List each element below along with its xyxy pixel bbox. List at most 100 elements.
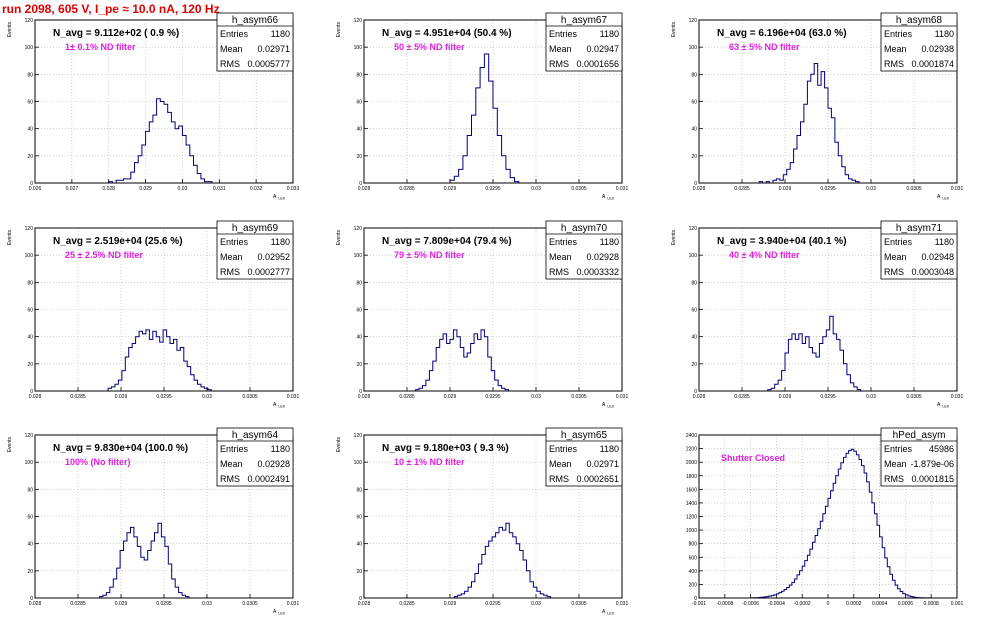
y-tick-label: 40 — [356, 542, 362, 548]
x-tick-label: 0.029 — [444, 394, 457, 400]
y-tick-label: 80 — [27, 72, 33, 78]
x-axis-label: A LED — [937, 402, 950, 409]
y-tick-label: 20 — [356, 362, 362, 368]
stats-rms-label: RMS — [884, 267, 904, 277]
y-tick-label: 0 — [694, 389, 697, 395]
stats-mean-label: Mean — [220, 252, 243, 262]
histogram-line — [758, 63, 860, 184]
y-tick-label: 100 — [354, 253, 363, 259]
y-tick-label: 80 — [27, 280, 33, 286]
stats-mean-value: 0.02971 — [586, 459, 619, 469]
stats-mean-value: 0.02947 — [586, 44, 619, 54]
stats-entries-label: Entries — [884, 444, 913, 454]
navg-annotation: N_avg = 9.830e+04 (100.0 %) — [53, 443, 188, 454]
y-tick-label: 120 — [25, 433, 34, 439]
x-tick-label: 0.0295 — [820, 394, 836, 400]
y-tick-label: 60 — [691, 308, 697, 314]
filter-annotation: Shutter Closed — [721, 453, 785, 463]
x-tick-label: 0.031 — [616, 601, 629, 607]
x-tick-label: -0.0008 — [716, 601, 733, 607]
y-tick-label: 0 — [359, 181, 362, 187]
x-tick-label: 0.031 — [616, 186, 629, 192]
y-tick-label: 80 — [691, 280, 697, 286]
y-tick-label: 20 — [27, 569, 33, 575]
x-tick-label: 0.031 — [287, 394, 300, 400]
y-tick-label: 2400 — [686, 433, 697, 439]
stats-entries-label: Entries — [549, 29, 578, 39]
x-tick-label: 0.0295 — [156, 601, 172, 607]
y-axis-label: Events — [671, 22, 677, 38]
histogram-name: h_asym68 — [896, 15, 943, 26]
y-tick-label: 120 — [25, 226, 34, 232]
x-tick-label: 0.03 — [531, 186, 541, 192]
y-axis-label: Events — [336, 22, 342, 38]
stats-box — [545, 427, 623, 487]
stats-entries-label: Entries — [220, 29, 249, 39]
navg-annotation: N_avg = 9.180e+03 ( 9.3 %) — [382, 443, 509, 454]
stats-rms-value: 0.0003048 — [911, 267, 954, 277]
stats-rms-value: 0.0005777 — [247, 59, 290, 69]
y-tick-label: 0 — [30, 389, 33, 395]
x-tick-label: 0.029 — [779, 186, 792, 192]
stats-mean-label: Mean — [220, 44, 243, 54]
x-tick-label: 0.028 — [102, 186, 115, 192]
histogram-line — [453, 522, 552, 598]
x-tick-label: 0.0295 — [485, 186, 501, 192]
x-tick-label: 0.0305 — [571, 394, 587, 400]
y-tick-label: 40 — [691, 335, 697, 341]
x-tick-label: 0.03 — [531, 601, 541, 607]
panel-h_asym70: 0.028 0.0285 0.029 0.0295 0.03 0.0305 0.031 0 20… — [336, 220, 628, 409]
x-tick-label: 0.0285 — [399, 186, 415, 192]
y-tick-label: 120 — [354, 18, 363, 24]
stats-mean-label: Mean — [220, 459, 243, 469]
y-tick-label: 100 — [25, 45, 34, 51]
stats-entries-label: Entries — [884, 237, 913, 247]
y-tick-label: 100 — [354, 45, 363, 51]
filter-annotation: 10 ± 1% ND filter — [394, 457, 465, 467]
x-tick-label: 0.028 — [358, 601, 371, 607]
y-tick-label: 40 — [27, 335, 33, 341]
x-tick-label: 0.031 — [951, 394, 964, 400]
x-tick-label: 0.031 — [213, 186, 226, 192]
y-tick-label: 0 — [694, 596, 697, 602]
y-tick-label: 2200 — [686, 447, 697, 453]
stats-rms-value: 0.0001874 — [911, 59, 954, 69]
stats-mean-value: 0.02938 — [921, 44, 954, 54]
filter-annotation: 1± 0.1% ND filter — [65, 42, 136, 52]
x-tick-label: 0.03 — [866, 186, 876, 192]
y-tick-label: 80 — [356, 280, 362, 286]
y-axis-label: Events — [336, 437, 342, 453]
histogram-line — [107, 329, 212, 391]
panel-h_asym67: 0.028 0.0285 0.029 0.0295 0.03 0.0305 0.031 0 20… — [336, 12, 629, 201]
navg-annotation: N_avg = 6.196e+04 (63.0 %) — [717, 28, 847, 39]
stats-box — [880, 427, 958, 487]
stats-box — [216, 220, 294, 280]
y-tick-label: 60 — [356, 515, 362, 521]
x-axis-label: A LED — [602, 402, 615, 409]
stats-mean-value: 0.02928 — [586, 252, 619, 262]
stats-entries-value: 1180 — [271, 444, 290, 454]
x-tick-label: 0.031 — [951, 186, 964, 192]
x-tick-label: 0.029 — [115, 394, 128, 400]
y-tick-label: 60 — [27, 100, 33, 106]
x-tick-label: 0.0295 — [820, 186, 836, 192]
navg-annotation: N_avg = 2.519e+04 (25.6 %) — [53, 236, 183, 247]
stats-box — [880, 12, 958, 72]
x-tick-label: 0.0305 — [906, 186, 922, 192]
histogram-name: h_asym64 — [232, 430, 279, 441]
x-tick-label: 0.029 — [779, 394, 792, 400]
stats-rms-label: RMS — [549, 267, 569, 277]
stats-box — [545, 12, 623, 72]
y-tick-label: 800 — [689, 542, 698, 548]
histogram-line — [449, 53, 520, 183]
stats-entries-value: 45986 — [929, 444, 954, 454]
stats-mean-label: Mean — [884, 252, 907, 262]
y-tick-label: 0 — [359, 389, 362, 395]
y-tick-label: 1200 — [686, 515, 697, 521]
x-tick-label: 0.0305 — [906, 394, 922, 400]
x-tick-label: 0.029 — [115, 601, 128, 607]
y-tick-label: 0 — [694, 181, 697, 187]
y-tick-label: 20 — [27, 154, 33, 160]
panel-h_asym71: 0.028 0.0285 0.029 0.0295 0.03 0.0305 0.031 0 20… — [671, 220, 964, 409]
